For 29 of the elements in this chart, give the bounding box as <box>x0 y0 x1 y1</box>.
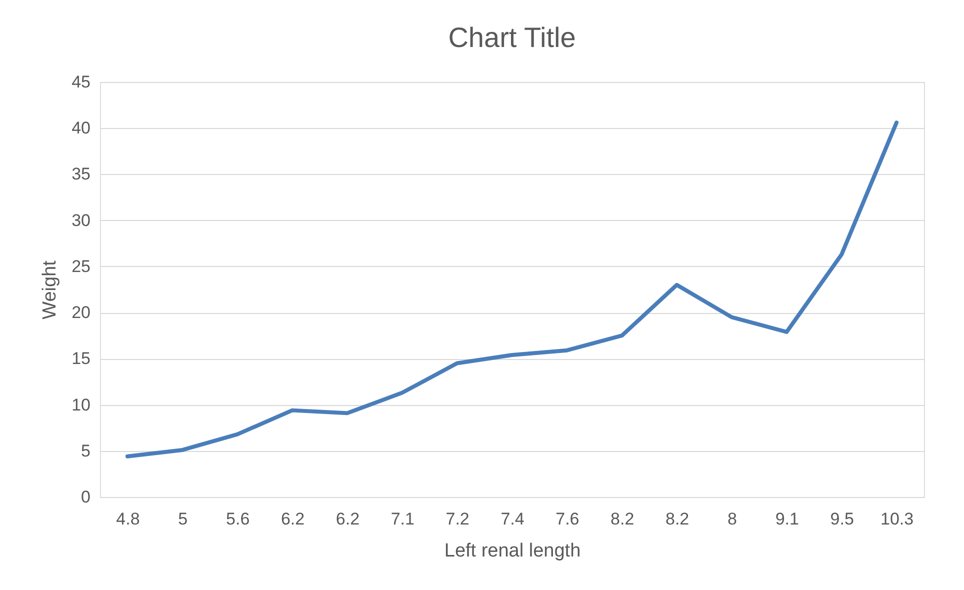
x-tick-label: 8 <box>728 510 737 528</box>
x-tick-label: 7.4 <box>500 510 524 528</box>
x-tick-label: 10.3 <box>880 510 914 528</box>
x-tick-label: 7.2 <box>446 510 470 528</box>
x-tick-label: 7.6 <box>556 510 580 528</box>
chart-title: Chart Title <box>448 22 576 53</box>
x-axis-title: Left renal length <box>444 540 581 562</box>
y-tick-label: 40 <box>72 118 90 138</box>
x-tick-label: 8.2 <box>665 510 690 528</box>
x-tick-label: 9.1 <box>775 510 799 528</box>
x-tick-label: 8.2 <box>610 510 634 528</box>
x-tick-label: 5 <box>178 510 188 528</box>
y-tick-label: 25 <box>72 256 90 276</box>
y-axis-title: Weight <box>40 260 61 320</box>
x-tick-label: 6.2 <box>336 510 360 528</box>
y-tick-label: 10 <box>72 395 90 414</box>
y-tick-label: 30 <box>72 210 90 230</box>
y-tick-label: 35 <box>72 164 90 184</box>
y-tick-label: 5 <box>81 441 90 460</box>
x-tick-label: 5.6 <box>226 510 250 528</box>
y-tick-label: 0 <box>81 488 90 506</box>
x-tick-label: 9.5 <box>830 510 854 528</box>
x-tick-label: 6.2 <box>280 510 305 528</box>
y-tick-label: 20 <box>72 303 90 322</box>
x-tick-label: 7.1 <box>390 510 414 528</box>
x-tick-label: 4.8 <box>116 510 140 528</box>
y-tick-label: 45 <box>72 72 90 92</box>
y-tick-label: 15 <box>72 349 90 368</box>
line-series <box>125 120 899 458</box>
